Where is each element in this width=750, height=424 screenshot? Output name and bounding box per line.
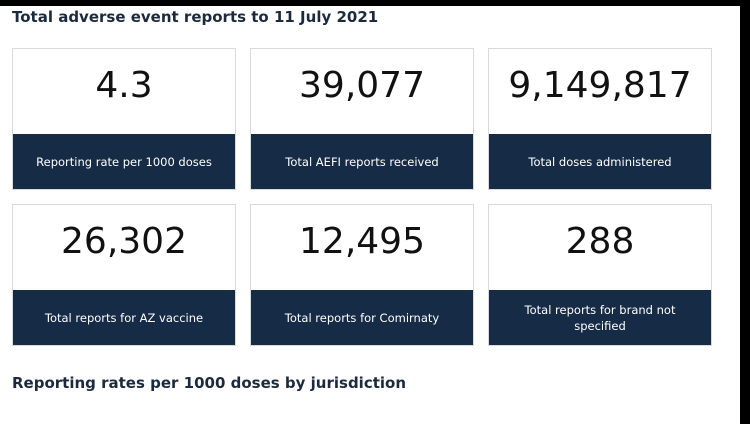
stat-card-brand-not-specified: 288 Total reports for brand not specifie…	[488, 204, 712, 346]
stat-label: Total reports for Comirnaty	[251, 290, 473, 345]
stat-label: Total reports for brand not specified	[489, 290, 711, 345]
stat-value: 39,077	[299, 65, 425, 106]
stat-label: Reporting rate per 1000 doses	[13, 134, 235, 189]
stat-label: Total doses administered	[489, 134, 711, 189]
stat-card-total-doses: 9,149,817 Total doses administered	[488, 48, 712, 190]
stat-value: 288	[565, 221, 635, 262]
stat-card-comirnaty-reports: 12,495 Total reports for Comirnaty	[250, 204, 474, 346]
section-title: Reporting rates per 1000 doses by jurisd…	[12, 374, 407, 392]
page-title: Total adverse event reports to 11 July 2…	[12, 8, 379, 26]
stat-card-total-aefi-reports: 39,077 Total AEFI reports received	[250, 48, 474, 190]
stat-label: Total reports for AZ vaccine	[13, 290, 235, 345]
stat-value: 4.3	[95, 65, 153, 106]
stat-value: 12,495	[299, 221, 425, 262]
dashboard-page: Total adverse event reports to 11 July 2…	[0, 6, 740, 424]
stat-card-az-reports: 26,302 Total reports for AZ vaccine	[12, 204, 236, 346]
stat-value: 9,149,817	[508, 65, 692, 106]
stat-label: Total AEFI reports received	[251, 134, 473, 189]
stat-card-reporting-rate: 4.3 Reporting rate per 1000 doses	[12, 48, 236, 190]
stat-value: 26,302	[61, 221, 187, 262]
